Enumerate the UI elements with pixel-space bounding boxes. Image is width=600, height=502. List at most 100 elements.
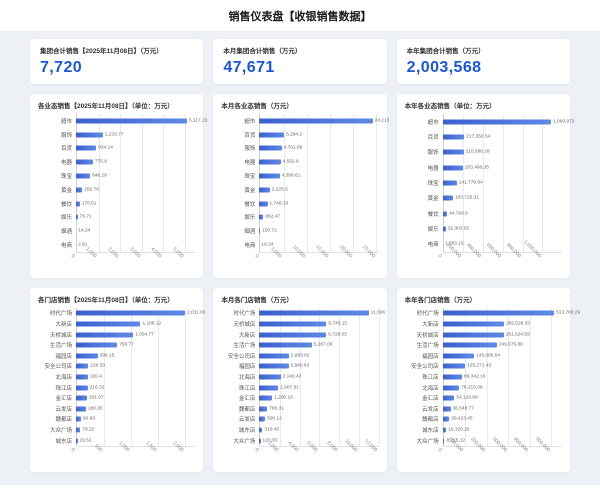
chart-plot: 超市 1,090,972 百货 217,350.54 服饰 210,586.28 电器 203… <box>405 114 574 252</box>
bar[interactable] <box>259 416 266 422</box>
bar[interactable] <box>442 332 504 338</box>
category-label: 电商 <box>60 243 72 250</box>
bar[interactable] <box>76 321 141 327</box>
bar-track: 2,140.42 <box>259 372 378 383</box>
bar[interactable] <box>76 310 186 316</box>
bar[interactable] <box>259 406 268 412</box>
bar-row: 黄金 103,725.31 <box>405 191 562 206</box>
bar-row: 珠江店 1,907.61 <box>221 382 378 393</box>
category-label: 大新店 <box>238 332 256 339</box>
bar[interactable] <box>259 342 312 348</box>
value-label: 79.22 <box>82 427 95 433</box>
bar[interactable] <box>259 187 270 193</box>
bar-track: 103,725.31 <box>442 191 562 206</box>
bar[interactable] <box>442 321 504 327</box>
bar-row: 天桥城店 6,745.15 <box>221 319 378 330</box>
bar[interactable] <box>76 416 81 422</box>
bar-row: 云发店 590.12 <box>221 414 378 425</box>
bar[interactable] <box>442 149 464 155</box>
bar-row: 珠江店 216.32 <box>38 382 195 393</box>
value-label: 76.71 <box>79 214 92 220</box>
bar[interactable] <box>259 201 268 207</box>
gridline <box>98 114 100 252</box>
bar[interactable] <box>76 353 98 359</box>
bar-row: 天桥城店 281,524.59 <box>405 329 562 340</box>
bar[interactable] <box>76 187 83 193</box>
bar[interactable] <box>76 118 188 124</box>
bar[interactable] <box>442 180 457 186</box>
bar[interactable] <box>259 159 281 165</box>
category-label: 云发店 <box>55 406 72 413</box>
bar-row: 金汇店 1,290.18 <box>221 393 378 404</box>
chart-axis: 0 2,000 4,000 6,000 8,000 10,000 12,000 <box>253 438 379 470</box>
gridline <box>299 308 301 446</box>
bar[interactable] <box>259 427 263 433</box>
bar[interactable] <box>259 173 280 179</box>
bar[interactable] <box>259 214 264 220</box>
gridline <box>551 308 553 446</box>
chart-title: 本年各业态销售（单位：万元） <box>404 103 496 110</box>
bar[interactable] <box>442 406 451 412</box>
category-label: 超市 <box>427 119 439 126</box>
bar[interactable] <box>442 416 450 422</box>
bar[interactable] <box>259 321 327 327</box>
bar[interactable] <box>76 438 78 444</box>
bar[interactable] <box>76 374 88 380</box>
bar[interactable] <box>442 342 497 348</box>
bar[interactable] <box>442 310 555 316</box>
bar[interactable] <box>259 395 273 401</box>
bar[interactable] <box>442 226 446 232</box>
chart-title: 本月各业态销售（万元） <box>221 103 293 110</box>
bar-track: 103,271.43 <box>442 361 562 372</box>
bar[interactable] <box>76 395 87 401</box>
category-label: 电商 <box>244 243 256 250</box>
bar[interactable] <box>442 211 448 217</box>
bar-row: 黄金 292.76 <box>38 183 195 197</box>
bar[interactable] <box>76 173 91 179</box>
value-label: 5,117.23 <box>189 118 208 124</box>
bar[interactable] <box>259 332 327 338</box>
bar[interactable] <box>442 195 453 201</box>
bar[interactable] <box>259 385 279 391</box>
bar[interactable] <box>76 406 86 412</box>
gridline <box>483 114 485 252</box>
chart-year-store-sales: 本年各门店销售（万元） 时代广场 513,780.29 大新店 282,528.33 天… <box>396 288 580 472</box>
bar[interactable] <box>442 363 466 369</box>
category-label: 生活广场 <box>49 343 72 350</box>
value-label: 226.53 <box>90 363 105 369</box>
bar[interactable] <box>442 119 552 125</box>
chart-plot: 时代广场 513,780.29 大新店 282,528.33 天桥城店 281,524.5… <box>405 308 580 446</box>
bar-row: 百货 217,350.54 <box>405 129 562 144</box>
bar[interactable] <box>259 132 285 138</box>
bar[interactable] <box>442 134 465 140</box>
bar[interactable] <box>259 118 373 124</box>
bar[interactable] <box>76 201 80 207</box>
chart-axis: 0 1,000 2,000 3,000 4,000 5,000 <box>70 246 196 276</box>
bar[interactable] <box>259 145 282 151</box>
bar[interactable] <box>442 353 475 359</box>
bar[interactable] <box>442 374 463 380</box>
bar[interactable] <box>76 385 88 391</box>
bar[interactable] <box>76 427 81 433</box>
bar[interactable] <box>76 159 93 165</box>
bar[interactable] <box>442 427 447 433</box>
bar[interactable] <box>442 385 460 391</box>
bar[interactable] <box>76 342 118 348</box>
bar[interactable] <box>259 374 281 380</box>
value-label: 1,746.33 <box>269 201 289 207</box>
bar[interactable] <box>442 165 463 171</box>
bar[interactable] <box>442 395 455 401</box>
bar[interactable] <box>259 310 369 316</box>
bar[interactable] <box>76 332 134 338</box>
value-label: 216.32 <box>89 385 105 391</box>
bar[interactable] <box>76 132 103 138</box>
bar[interactable] <box>76 145 97 151</box>
bar[interactable] <box>259 363 289 369</box>
bar[interactable] <box>259 353 289 359</box>
bar[interactable] <box>442 438 445 444</box>
bar[interactable] <box>76 363 89 369</box>
bar[interactable] <box>259 228 261 234</box>
bar[interactable] <box>259 438 261 444</box>
bar[interactable] <box>76 214 78 220</box>
chart-title: 本年各门店销售（万元） <box>404 297 477 304</box>
